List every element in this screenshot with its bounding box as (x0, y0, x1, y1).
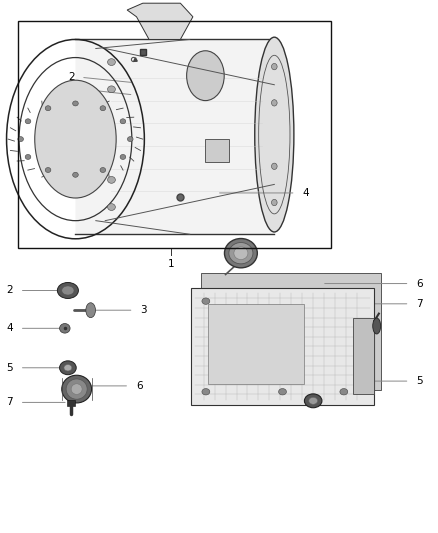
Ellipse shape (272, 163, 277, 169)
Ellipse shape (62, 286, 74, 295)
Ellipse shape (272, 100, 277, 106)
Bar (353, 318, 374, 394)
Ellipse shape (100, 167, 106, 173)
Text: 2: 2 (68, 72, 74, 82)
Ellipse shape (86, 303, 95, 318)
Ellipse shape (120, 155, 126, 159)
Bar (191, 288, 374, 405)
Ellipse shape (229, 243, 253, 264)
Ellipse shape (279, 389, 286, 395)
Bar (208, 304, 304, 384)
Ellipse shape (18, 136, 24, 142)
Ellipse shape (25, 119, 31, 124)
Ellipse shape (309, 398, 318, 404)
Text: 6: 6 (416, 279, 423, 288)
Text: 7: 7 (7, 398, 13, 407)
Bar (205, 139, 229, 162)
Bar (67, 400, 75, 406)
Ellipse shape (25, 155, 31, 159)
Text: 4: 4 (302, 188, 309, 198)
Text: 6: 6 (136, 381, 142, 391)
Ellipse shape (45, 167, 51, 173)
Ellipse shape (224, 239, 257, 268)
Ellipse shape (108, 59, 115, 66)
Text: 5: 5 (416, 376, 423, 386)
Ellipse shape (272, 63, 277, 70)
Ellipse shape (187, 51, 224, 101)
Text: 3: 3 (140, 305, 147, 315)
Ellipse shape (120, 119, 126, 124)
Ellipse shape (202, 298, 210, 304)
Ellipse shape (60, 324, 70, 333)
Ellipse shape (304, 394, 322, 408)
Ellipse shape (340, 389, 348, 395)
Text: 3: 3 (68, 84, 74, 94)
Bar (201, 273, 381, 390)
Polygon shape (127, 3, 193, 39)
Ellipse shape (255, 37, 294, 232)
Ellipse shape (66, 379, 87, 399)
Ellipse shape (202, 389, 210, 395)
Ellipse shape (64, 365, 72, 371)
Ellipse shape (73, 172, 78, 177)
Ellipse shape (62, 375, 92, 403)
Bar (18, 21, 331, 248)
Text: 4: 4 (7, 324, 13, 333)
Text: 7: 7 (416, 299, 423, 309)
Ellipse shape (108, 204, 115, 211)
Polygon shape (75, 39, 293, 235)
Ellipse shape (71, 384, 82, 394)
Text: 5: 5 (7, 363, 13, 373)
Ellipse shape (373, 318, 381, 334)
Ellipse shape (127, 136, 133, 142)
Ellipse shape (108, 176, 115, 183)
Text: 1: 1 (167, 259, 174, 269)
Ellipse shape (100, 106, 106, 111)
Ellipse shape (35, 80, 116, 198)
Ellipse shape (272, 199, 277, 206)
Ellipse shape (234, 247, 248, 260)
Ellipse shape (57, 282, 78, 298)
Ellipse shape (108, 86, 115, 93)
Ellipse shape (60, 361, 76, 375)
Ellipse shape (45, 106, 51, 111)
Text: 2: 2 (7, 286, 13, 295)
Ellipse shape (73, 101, 78, 106)
